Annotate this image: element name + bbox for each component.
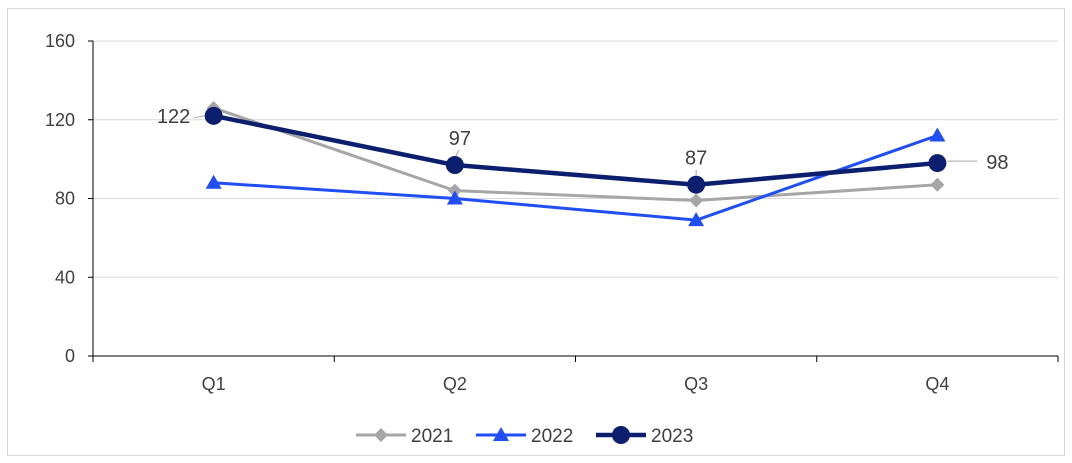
- legend-label-2023: 2023: [651, 426, 693, 447]
- data-label-leader: [455, 149, 460, 157]
- legend-marker-2022: [493, 427, 509, 441]
- data-point-2023-Q2: [445, 156, 464, 175]
- legend-label-2021: 2021: [411, 426, 453, 447]
- data-label: 98: [986, 152, 1008, 174]
- data-label: 87: [685, 148, 707, 170]
- series-line-2021: [213, 106, 938, 202]
- data-point-2021-Q3: [689, 193, 704, 208]
- data-point-2022-Q2: [446, 190, 463, 205]
- legend-label-2022: 2022: [531, 426, 573, 447]
- x-tick-label: Q2: [443, 374, 467, 394]
- data-label: 122: [157, 106, 190, 128]
- data-label: 97: [449, 128, 471, 150]
- data-point-2021-Q4: [930, 177, 945, 192]
- data-point-2022-Q3: [688, 212, 705, 227]
- data-point-2023-Q4: [928, 154, 947, 173]
- y-tick-label: 40: [55, 267, 75, 287]
- data-point-2023-Q1: [204, 106, 223, 125]
- y-tick-label: 120: [45, 110, 75, 130]
- x-tick-label: Q1: [202, 374, 226, 394]
- data-label-leader: [193, 115, 205, 119]
- y-tick-label: 160: [45, 31, 75, 51]
- y-tick-label: 80: [55, 189, 75, 209]
- chart-frame: [7, 8, 1065, 456]
- y-tick-label: 0: [65, 346, 75, 366]
- data-point-2022-Q4: [929, 127, 946, 142]
- legend-marker-2023: [612, 426, 630, 444]
- series-line-2022: [213, 134, 938, 222]
- x-tick-label: Q4: [925, 374, 949, 394]
- data-point-2023-Q3: [687, 175, 706, 194]
- x-tick-label: Q3: [684, 374, 708, 394]
- data-point-2022-Q1: [205, 174, 222, 189]
- series-line-2023: [213, 113, 938, 187]
- legend-marker-2021: [374, 428, 388, 442]
